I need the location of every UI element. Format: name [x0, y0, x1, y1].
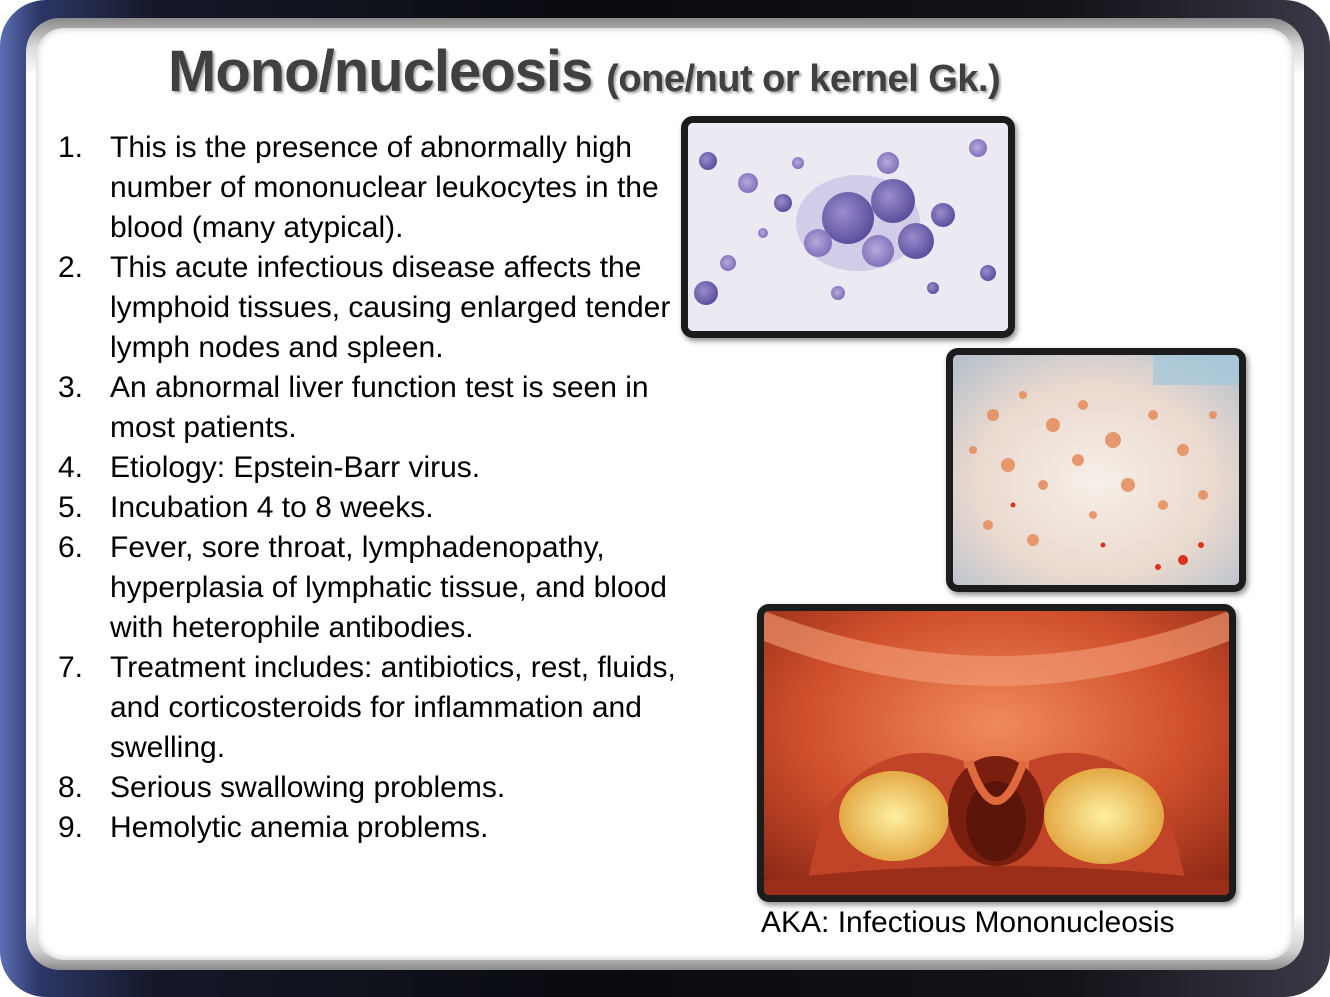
tonsillitis-throat-image	[757, 604, 1236, 902]
list-text: This is the presence of abnormally high …	[110, 131, 659, 244]
list-item: 7. Treatment includes: antibiotics, rest,…	[58, 648, 678, 768]
list-number: 3.	[58, 371, 84, 404]
list-text: Fever, sore throat, lymphadenopathy, hyp…	[110, 531, 667, 644]
list-item: 1. This is the presence of abnormally hig…	[58, 128, 678, 248]
list-number: 7.	[58, 651, 84, 684]
list-number: 4.	[58, 451, 84, 484]
list-item: 8. Serious swallowing problems.	[58, 768, 678, 808]
slide-title: Mono/nucleosis (one/nut or kernel Gk.)	[168, 38, 1001, 105]
list-text: Etiology: Epstein-Barr virus.	[110, 451, 481, 484]
list-text: Incubation 4 to 8 weeks.	[110, 491, 434, 524]
list-item: 5. Incubation 4 to 8 weeks.	[58, 488, 678, 528]
list-number: 8.	[58, 771, 84, 804]
image-caption: AKA: Infectious Mononucleosis	[761, 906, 1175, 939]
list-item: 4. Etiology: Epstein-Barr virus.	[58, 448, 678, 488]
list-text: Serious swallowing problems.	[110, 771, 506, 804]
list-text: Treatment includes: antibiotics, rest, f…	[110, 651, 676, 764]
list-text: This acute infectious disease affects th…	[110, 251, 671, 364]
list-number: 1.	[58, 131, 84, 164]
palate-petechiae-image	[946, 348, 1246, 592]
bullet-list: 1. This is the presence of abnormally hig…	[58, 128, 678, 848]
list-number: 2.	[58, 251, 84, 284]
list-number: 9.	[58, 811, 84, 844]
list-item: 9. Hemolytic anemia problems.	[58, 808, 678, 848]
blood-smear-image	[681, 116, 1015, 338]
list-item: 3. An abnormal liver function test is see…	[58, 368, 678, 448]
list-text: Hemolytic anemia problems.	[110, 811, 489, 844]
list-item: 6. Fever, sore throat, lymphadenopathy, h…	[58, 528, 678, 648]
title-etymology: (one/nut or kernel Gk.)	[606, 58, 1001, 100]
list-number: 5.	[58, 491, 84, 524]
list-number: 6.	[58, 531, 84, 564]
title-main: Mono/nucleosis	[168, 39, 593, 104]
list-text: An abnormal liver function test is seen …	[110, 371, 649, 444]
list-item: 2. This acute infectious disease affects …	[58, 248, 678, 368]
